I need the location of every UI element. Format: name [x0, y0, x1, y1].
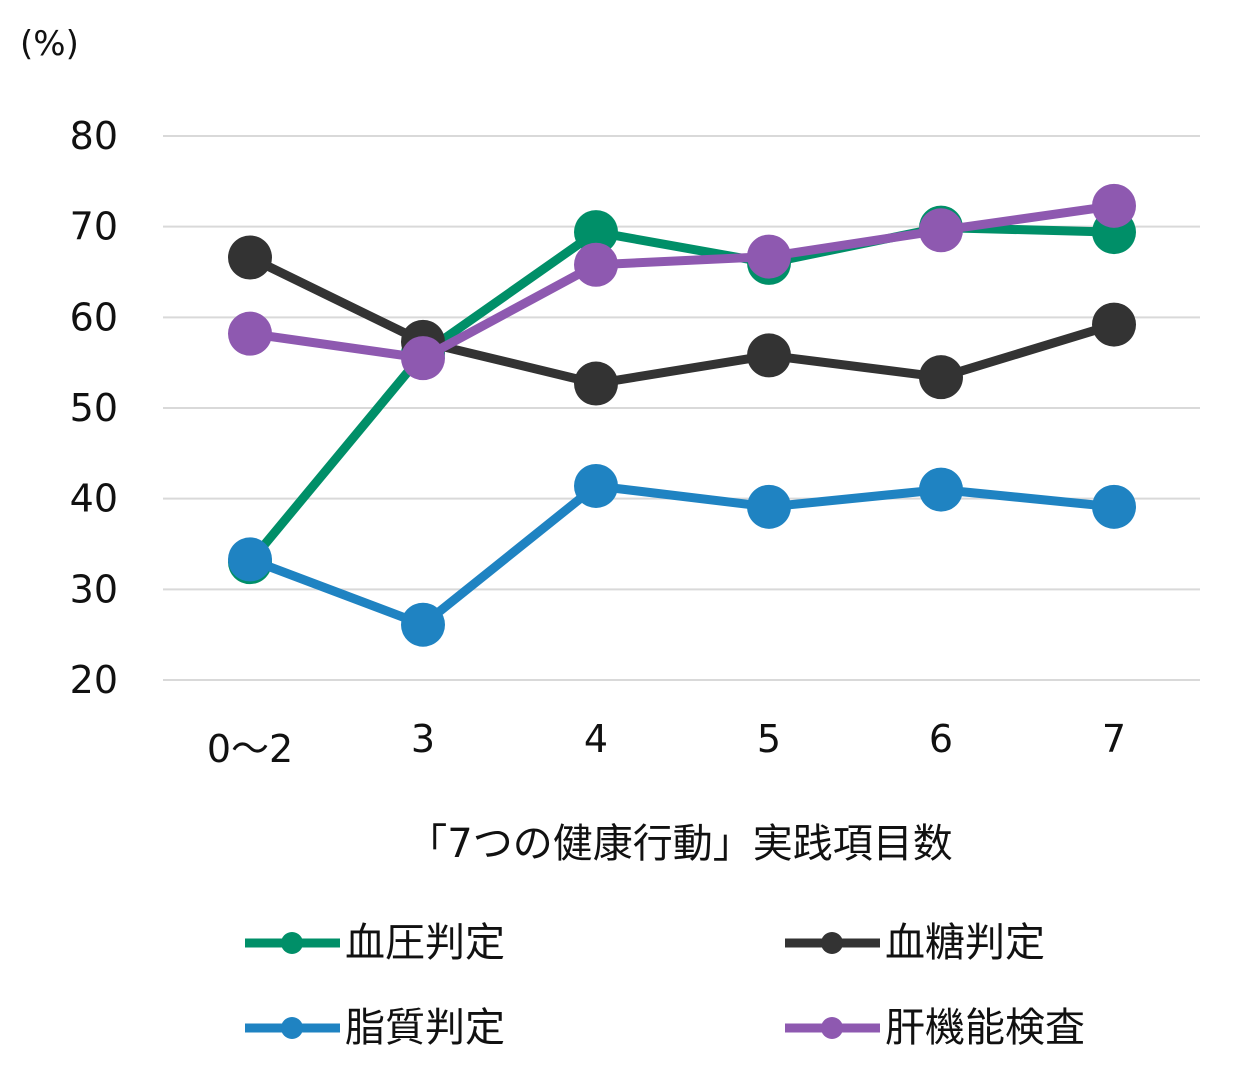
series-line — [245, 223, 1119, 567]
data-point — [574, 463, 618, 508]
data-point — [747, 484, 791, 529]
x-tick-label: 0～2 — [207, 727, 293, 771]
legend-item: 脂質判定 — [245, 1005, 505, 1051]
y-tick-label: 20 — [70, 658, 118, 702]
data-point — [1092, 484, 1136, 529]
legend-swatch-marker — [821, 1017, 843, 1039]
y-tick-label: 80 — [70, 114, 118, 158]
data-point — [401, 336, 445, 381]
x-tick-label: 7 — [1102, 717, 1126, 761]
legend-label: 血圧判定 — [345, 920, 505, 966]
legend-label: 脂質判定 — [345, 1005, 505, 1051]
data-point — [228, 235, 272, 280]
data-point — [747, 234, 791, 279]
series-4 — [228, 183, 1136, 381]
data-point — [228, 537, 272, 582]
data-point — [919, 355, 963, 400]
x-tick-label: 3 — [411, 717, 435, 761]
y-tick-label: 30 — [70, 567, 118, 611]
data-point — [574, 361, 618, 406]
data-point — [228, 311, 272, 356]
series-line — [245, 252, 1119, 389]
x-axis-tick-labels: 0～2 3 4 5 6 7 — [207, 717, 1126, 771]
data-point — [747, 333, 791, 378]
data-point — [919, 208, 963, 253]
legend-label: 肝機能検査 — [885, 1005, 1085, 1051]
series-lines — [228, 183, 1136, 647]
legend-swatch-marker — [281, 932, 303, 954]
x-axis-title: 「7つの健康行動」実践項目数 — [407, 821, 952, 867]
legend-item: 血糖判定 — [785, 920, 1045, 966]
y-tick-label: 40 — [70, 477, 118, 521]
y-tick-label: 50 — [70, 386, 118, 430]
x-tick-label: 4 — [584, 717, 608, 761]
legend-item: 肝機能検査 — [785, 1005, 1085, 1051]
y-tick-label: 70 — [70, 205, 118, 249]
legend-item: 血圧判定 — [245, 920, 505, 966]
data-point — [1092, 302, 1136, 347]
legend-label: 血糖判定 — [885, 920, 1045, 966]
x-tick-label: 6 — [929, 717, 953, 761]
data-point — [401, 602, 445, 647]
series-3 — [228, 463, 1136, 647]
y-tick-label: 60 — [70, 295, 118, 339]
y-axis-tick-labels: 20 30 40 50 60 70 80 — [70, 114, 118, 702]
series-line — [245, 201, 1119, 363]
series-line — [245, 481, 1119, 630]
data-point — [1092, 183, 1136, 228]
y-axis-unit-label: (%) — [20, 24, 79, 64]
legend-swatch-marker — [821, 932, 843, 954]
data-point — [574, 242, 618, 287]
legend-swatch-marker — [281, 1017, 303, 1039]
x-tick-label: 5 — [757, 717, 781, 761]
data-point — [919, 467, 963, 512]
data-point — [574, 210, 618, 255]
